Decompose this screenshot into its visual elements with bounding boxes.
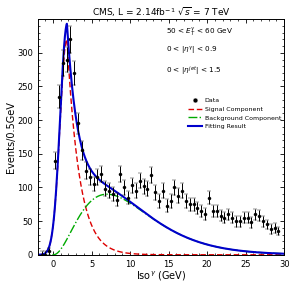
Y-axis label: Events/0.5GeV: Events/0.5GeV xyxy=(6,101,16,173)
Text: 0 < |$\eta^{jet}$| < 1.5: 0 < |$\eta^{jet}$| < 1.5 xyxy=(166,64,221,77)
Title: CMS, L = 2.14fb$^{-1}$ $\sqrt{s}$ = 7 TeV: CMS, L = 2.14fb$^{-1}$ $\sqrt{s}$ = 7 Te… xyxy=(91,5,230,19)
Text: 0 < |$\eta^{\gamma}$| < 0.9: 0 < |$\eta^{\gamma}$| < 0.9 xyxy=(166,45,218,57)
Text: 50 < $E_{T}^{\gamma}$ < 60 GeV: 50 < $E_{T}^{\gamma}$ < 60 GeV xyxy=(166,26,233,38)
X-axis label: Iso$^{\gamma}$ (GeV): Iso$^{\gamma}$ (GeV) xyxy=(136,270,186,284)
Legend: Data, Signal Component, Background Component, Fitting Result: Data, Signal Component, Background Compo… xyxy=(188,98,281,129)
